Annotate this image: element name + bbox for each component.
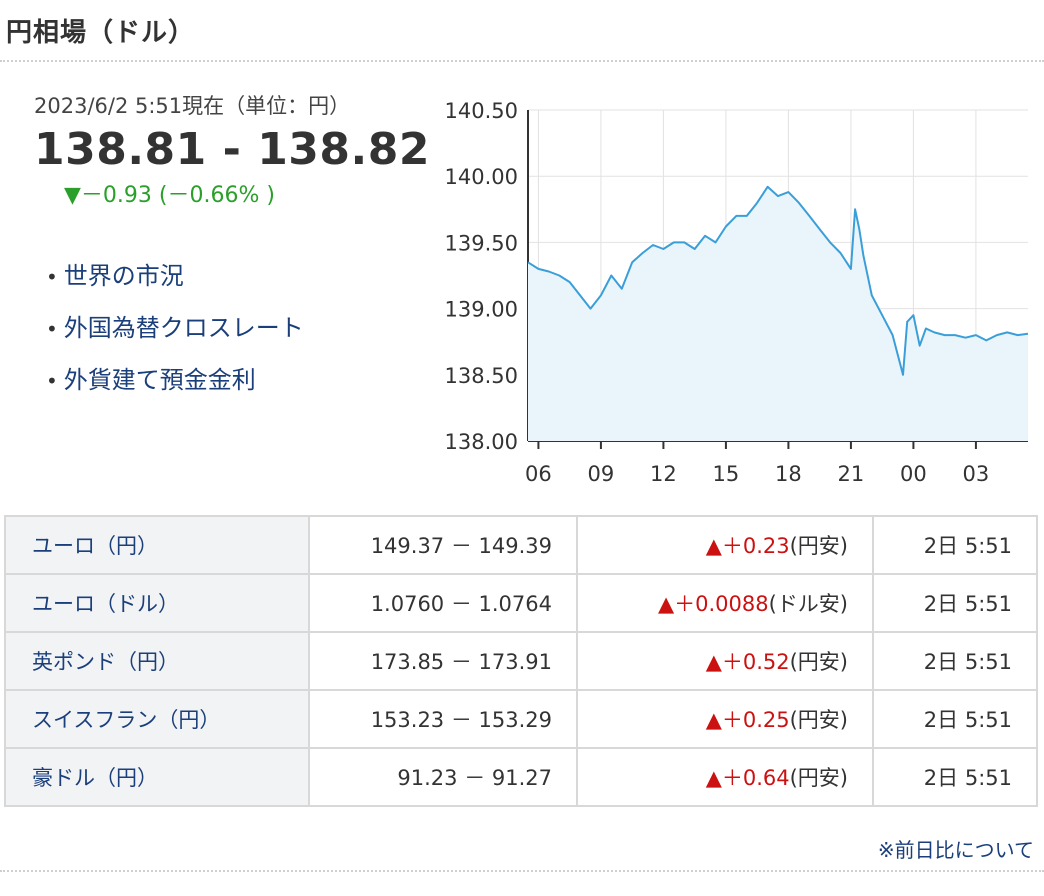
x-tick-label: 21	[838, 462, 865, 486]
y-tick-label: 139.50	[445, 231, 518, 255]
change-cell: ▲＋0.25(円安)	[576, 689, 874, 749]
x-tick-label: 00	[900, 462, 927, 486]
x-tick-label: 12	[650, 462, 677, 486]
change-value: ▲＋0.52	[705, 650, 790, 674]
bid-ask: 153.23 － 153.29	[308, 689, 578, 749]
change-unit: (円安)	[789, 708, 848, 732]
y-tick-label: 140.50	[445, 99, 518, 123]
link-label[interactable]: 外国為替クロスレート	[63, 314, 304, 342]
bid-ask: 149.37 － 149.39	[308, 515, 578, 575]
change-cell: ▲＋0.52(円安)	[576, 631, 874, 691]
rate-timestamp: 2023/6/2 5:51現在（単位：円）	[34, 94, 351, 118]
change-unit: (円安)	[789, 766, 848, 790]
x-tick-label: 09	[588, 462, 615, 486]
currency-pair-link[interactable]: ユーロ（ドル）	[4, 573, 310, 633]
currency-pair-link[interactable]: スイスフラン（円）	[4, 689, 310, 749]
link-deposit-rates[interactable]: • 外貨建て預金金利	[46, 362, 304, 414]
update-time: 2日 5:51	[872, 515, 1038, 575]
link-label[interactable]: 外貨建て預金金利	[63, 366, 256, 394]
current-rate: 138.81 - 138.82	[34, 124, 430, 175]
table-row: ユーロ（ドル） 1.0760 － 1.0764 ▲＋0.0088(ドル安) 2日 5:…	[4, 573, 1038, 633]
bid-ask: 173.85 － 173.91	[308, 631, 578, 691]
x-tick-label: 18	[775, 462, 802, 486]
link-label[interactable]: 世界の市況	[63, 262, 184, 290]
change-value: ▲＋0.25	[705, 708, 790, 732]
currency-pair-link[interactable]: 豪ドル（円）	[4, 747, 310, 807]
table-row: スイスフラン（円） 153.23 － 153.29 ▲＋0.25(円安) 2日 5:5…	[4, 689, 1038, 749]
page-title: 円相場（ドル）	[6, 18, 196, 48]
change-value: ▲＋0.64	[705, 766, 790, 790]
bullet-icon: •	[46, 265, 58, 289]
page-header: 円相場（ドル）	[0, 0, 1044, 62]
update-time: 2日 5:51	[872, 689, 1038, 749]
bullet-icon: •	[46, 369, 58, 393]
cross-rate-table: ユーロ（円） 149.37 － 149.39 ▲＋0.23(円安) 2日 5:51 ユー…	[4, 515, 1038, 807]
rate-summary: 2023/6/2 5:51現在（単位：円） 138.81 - 138.82 ▼－…	[34, 90, 430, 209]
x-tick-label: 03	[963, 462, 990, 486]
chart-series-line	[527, 185, 1029, 376]
cross-rate-table-wrap: ユーロ（円） 149.37 － 149.39 ▲＋0.23(円安) 2日 5:51 ユー…	[4, 515, 1038, 807]
currency-pair-link[interactable]: 英ポンド（円）	[4, 631, 310, 691]
update-time: 2日 5:51	[872, 631, 1038, 691]
chart-area-fill	[528, 186, 1028, 441]
y-tick-label: 138.50	[445, 364, 518, 388]
change-value: ▲＋0.0088	[657, 592, 769, 616]
change-unit: (ドル安)	[768, 592, 848, 616]
rate-change: ▼－0.93 (－0.66% )	[64, 183, 275, 208]
change-cell: ▲＋0.64(円安)	[576, 747, 874, 807]
link-world-markets[interactable]: • 世界の市況	[46, 258, 304, 310]
change-note-link[interactable]: ※前日比について	[877, 838, 1034, 862]
x-tick-label: 06	[525, 462, 552, 486]
change-unit: (円安)	[789, 650, 848, 674]
x-axis-ticks: 06 09 12 15 18 21 00 03	[525, 441, 989, 486]
table-row: ユーロ（円） 149.37 － 149.39 ▲＋0.23(円安) 2日 5:51	[4, 515, 1038, 575]
change-cell: ▲＋0.0088(ドル安)	[576, 573, 874, 633]
y-tick-label: 140.00	[445, 165, 518, 189]
bullet-icon: •	[46, 317, 58, 341]
bid-ask: 1.0760 － 1.0764	[308, 573, 578, 633]
update-time: 2日 5:51	[872, 573, 1038, 633]
change-value: ▲＋0.23	[705, 534, 790, 558]
change-unit: (円安)	[789, 534, 848, 558]
table-row: 豪ドル（円） 91.23 － 91.27 ▲＋0.64(円安) 2日 5:51	[4, 747, 1038, 807]
link-cross-rates[interactable]: • 外国為替クロスレート	[46, 310, 304, 362]
update-time: 2日 5:51	[872, 747, 1038, 807]
change-cell: ▲＋0.23(円安)	[576, 515, 874, 575]
currency-pair-link[interactable]: ユーロ（円）	[4, 515, 310, 575]
y-tick-label: 138.00	[445, 430, 518, 454]
y-tick-label: 139.00	[445, 298, 518, 322]
related-links: • 世界の市況 • 外国為替クロスレート • 外貨建て預金金利	[46, 258, 304, 414]
table-row: 英ポンド（円） 173.85 － 173.91 ▲＋0.52(円安) 2日 5:51	[4, 631, 1038, 691]
x-tick-label: 15	[713, 462, 740, 486]
bid-ask: 91.23 － 91.27	[308, 747, 578, 807]
y-axis-ticks: 140.50 140.00 139.50 139.00 138.50 138.00	[445, 99, 518, 454]
footer-divider	[0, 870, 1044, 872]
